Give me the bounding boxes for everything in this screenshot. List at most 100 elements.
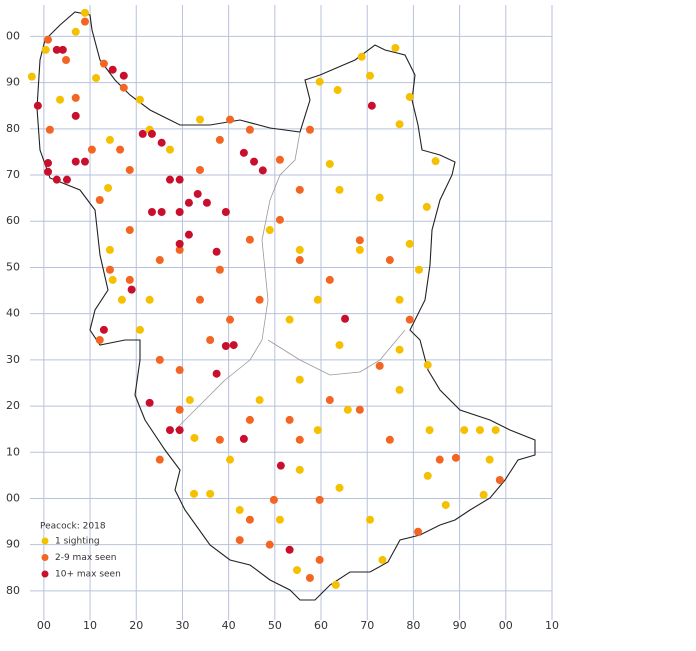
record-dot [405, 92, 414, 101]
record-dot [165, 175, 174, 184]
legend-label: 2-9 max seen [55, 553, 117, 563]
record-dot [357, 52, 366, 61]
y-tick-label: 90 [6, 76, 20, 89]
record-dot [190, 433, 199, 442]
record-dot [135, 95, 144, 104]
x-tick-label: 90 [453, 619, 467, 632]
x-tick-label: 30 [175, 619, 189, 632]
record-dot [315, 495, 324, 504]
record-dot [95, 195, 104, 204]
record-dot [285, 545, 294, 554]
record-dot [193, 189, 202, 198]
record-dot [45, 125, 54, 134]
record-dot [184, 230, 193, 239]
county-boundary [36, 11, 536, 601]
record-dot [414, 265, 423, 274]
record-dot [206, 335, 215, 344]
record-dot [87, 145, 96, 154]
record-dot [325, 159, 334, 168]
record-dot [175, 405, 184, 414]
record-dot [431, 157, 440, 166]
record-dot [295, 256, 304, 265]
record-dot [265, 540, 274, 549]
record-dot [239, 148, 248, 157]
record-dot [226, 455, 235, 464]
record-dot [285, 315, 294, 324]
record-dot [44, 167, 53, 176]
y-tick-label: 00 [6, 29, 20, 42]
record-dot [175, 239, 184, 248]
record-dot [71, 157, 80, 166]
record-dot [215, 135, 224, 144]
record-dot [423, 360, 432, 369]
record-dot [495, 475, 504, 484]
record-dot [355, 405, 364, 414]
y-tick-label: 00 [6, 491, 20, 504]
record-dot [315, 77, 324, 86]
record-dot [365, 515, 374, 524]
record-dot [145, 398, 154, 407]
x-tick-label: 00 [37, 619, 51, 632]
record-dot [80, 157, 89, 166]
record-dot [52, 45, 61, 54]
record-dot [175, 208, 184, 217]
record-dot [435, 455, 444, 464]
x-tick-label: 40 [222, 619, 236, 632]
record-dot [258, 166, 267, 175]
record-dot [202, 198, 211, 207]
record-dot [58, 45, 67, 54]
record-dot [269, 495, 278, 504]
record-dot [355, 245, 364, 254]
record-dot [331, 580, 340, 589]
legend: Peacock: 2018 1 sighting 2-9 max seen 10+ … [40, 522, 121, 580]
y-tick-label: 70 [6, 168, 20, 181]
record-dot [245, 515, 254, 524]
record-dot [335, 185, 344, 194]
record-dot [195, 115, 204, 124]
record-dot [391, 43, 400, 52]
record-dot [395, 345, 404, 354]
record-dot [206, 489, 215, 498]
record-dot [71, 111, 80, 120]
record-dot [275, 515, 284, 524]
record-dot [221, 208, 230, 217]
record-dot [184, 198, 193, 207]
record-dot [155, 455, 164, 464]
record-dot [105, 245, 114, 254]
record-dot [175, 175, 184, 184]
x-tick-label: 00 [499, 619, 513, 632]
legend-label: 1 sighting [55, 537, 100, 547]
record-dot [367, 101, 376, 110]
record-dot [395, 295, 404, 304]
record-dot [212, 247, 221, 256]
legend-title: Peacock: 2018 [40, 522, 106, 532]
record-dot [295, 465, 304, 474]
record-dot [295, 375, 304, 384]
record-dot [422, 202, 431, 211]
record-dot [145, 295, 154, 304]
record-dot [485, 455, 494, 464]
record-dot [56, 95, 65, 104]
record-dot [313, 426, 322, 435]
record-dot [275, 215, 284, 224]
record-dot [33, 101, 42, 110]
record-dot [99, 59, 108, 68]
record-dot [255, 396, 264, 405]
record-dot [333, 86, 342, 95]
record-dot [135, 325, 144, 334]
record-dot [27, 72, 36, 81]
record-dot [250, 157, 259, 166]
record-dot [385, 256, 394, 265]
record-dot [165, 145, 174, 154]
record-dot [189, 489, 198, 498]
record-dot [325, 275, 334, 284]
record-dot [395, 385, 404, 394]
record-dot [375, 193, 384, 202]
record-dot [157, 208, 166, 217]
legend-swatch [41, 554, 49, 561]
record-dot [341, 314, 350, 323]
record-dot [425, 426, 434, 435]
record-dot [127, 285, 136, 294]
record-dot [138, 129, 147, 138]
x-tick-label: 20 [129, 619, 143, 632]
